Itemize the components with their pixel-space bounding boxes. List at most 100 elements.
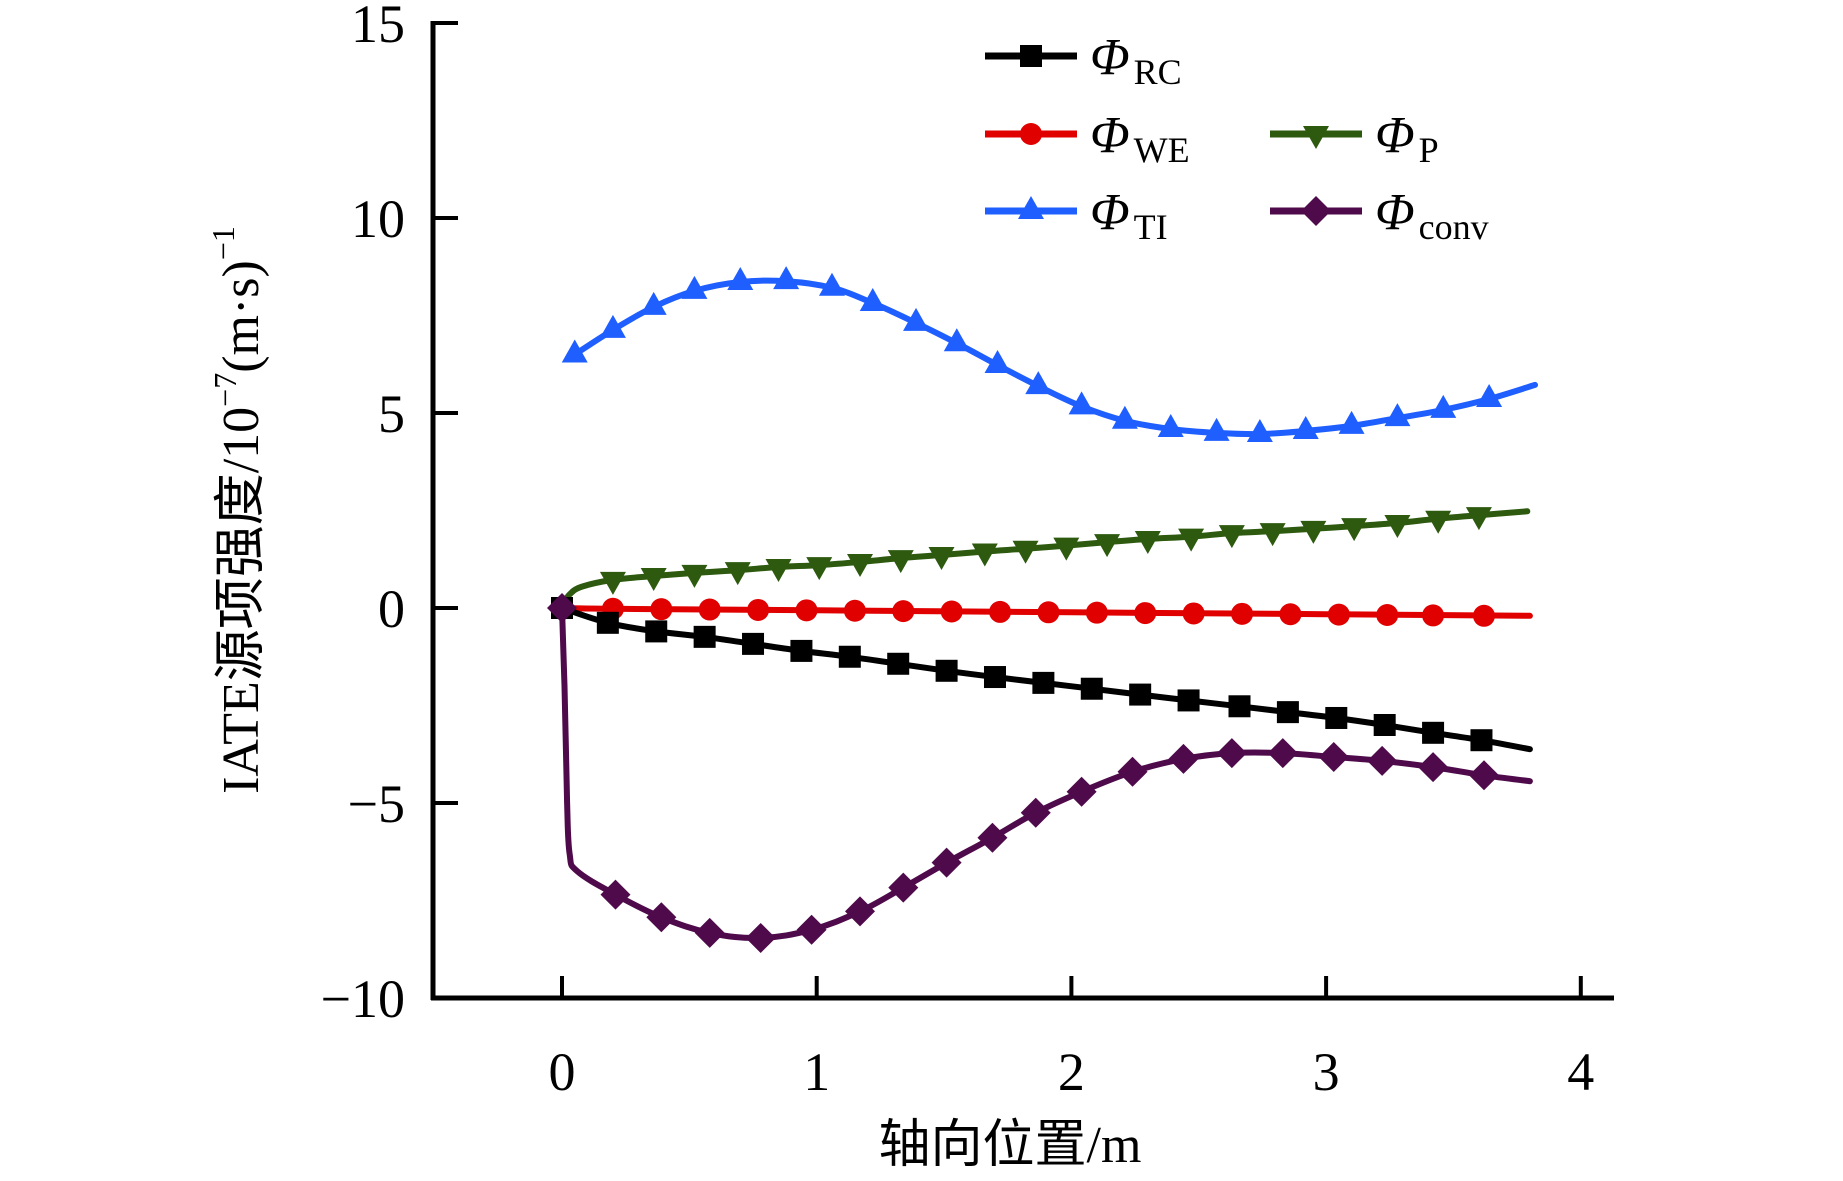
legend-subscript: WE	[1134, 130, 1190, 170]
series-line-p	[559, 508, 1531, 609]
data-point-conv	[1066, 776, 1097, 807]
data-point-ti	[773, 266, 800, 290]
data-point-p	[1465, 507, 1492, 531]
data-point-p	[1134, 530, 1161, 554]
data-point-ti	[1384, 403, 1411, 427]
legend-symbol: Φ	[1090, 107, 1130, 164]
data-point-rc	[1422, 721, 1445, 744]
data-point-conv	[600, 879, 631, 910]
data-point-we	[989, 600, 1012, 623]
y-tick-label: 15	[351, 0, 405, 54]
data-point-rc	[1325, 706, 1348, 729]
data-point-ti	[984, 350, 1011, 374]
data-point-ti	[943, 328, 970, 352]
data-point-ti	[1068, 391, 1095, 415]
data-point-conv	[931, 847, 962, 878]
data-point-we	[1134, 602, 1157, 625]
data-point-rc	[742, 632, 765, 655]
y-axis-title-unit: (m·s)	[213, 260, 270, 373]
x-tick-label: 2	[1058, 1042, 1085, 1102]
data-point-we	[795, 599, 818, 622]
legend-subscript: TI	[1134, 207, 1168, 247]
series-conv	[547, 593, 1533, 953]
data-point-we	[940, 600, 963, 623]
data-point-ti	[561, 339, 588, 363]
data-point-conv	[1168, 743, 1199, 774]
data-point-rc	[1080, 677, 1103, 700]
data-point-we	[1279, 603, 1302, 626]
data-point-ti	[1338, 410, 1365, 434]
y-tick-label: −5	[348, 774, 405, 834]
data-point-rc	[1228, 695, 1251, 718]
data-point-ti	[1025, 371, 1052, 395]
legend-subscript: RC	[1134, 52, 1182, 92]
series-line-ti	[571, 277, 1538, 438]
data-point-rc	[596, 611, 619, 634]
y-axis-title: IATE源项强度/10−7(m·s)−1	[205, 226, 270, 794]
legend-marker-square-icon	[1020, 45, 1042, 67]
y-tick-label: 5	[378, 384, 405, 444]
ticks-layer: 0 1 2 3 4 15 10 5 0 −5 −10	[321, 0, 1595, 1102]
data-point-conv	[1469, 760, 1500, 791]
data-point-rc	[1129, 683, 1152, 706]
data-point-rc	[790, 639, 813, 662]
data-point-rc	[838, 645, 861, 668]
data-point-conv	[1117, 756, 1148, 787]
legend-item-rc: Φ RC	[985, 29, 1182, 92]
data-point-p	[640, 568, 667, 592]
data-point-we	[1327, 603, 1350, 626]
legend-label: Φ RC	[1090, 29, 1182, 92]
legend-marker-triangle-up-icon	[1018, 196, 1044, 219]
legend-symbol: Φ	[1375, 184, 1415, 241]
data-point-p	[1012, 540, 1039, 564]
legend-marker-circle-icon	[1020, 123, 1042, 145]
x-axis-title: 轴向位置/m	[879, 1117, 1142, 1174]
data-point-conv	[888, 872, 919, 903]
data-point-conv	[694, 917, 725, 948]
data-point-p	[928, 546, 955, 570]
data-point-we	[1182, 602, 1205, 625]
data-point-rc	[1373, 714, 1396, 736]
data-point-we	[1085, 601, 1108, 624]
legend-label: Φ WE	[1090, 107, 1190, 170]
legend-subscript: conv	[1419, 207, 1489, 247]
data-point-p	[806, 557, 833, 581]
data-point-conv	[977, 822, 1008, 853]
x-tick-label: 3	[1313, 1042, 1340, 1102]
data-point-ti	[599, 314, 626, 338]
data-point-ti	[640, 291, 667, 315]
data-point-conv	[1418, 752, 1449, 783]
data-point-we	[1231, 602, 1254, 625]
data-point-p	[681, 564, 708, 588]
data-point-p	[1259, 523, 1286, 547]
data-point-p	[846, 553, 873, 577]
data-point-we	[1037, 601, 1060, 624]
data-point-rc	[645, 620, 668, 643]
x-tick-label: 1	[803, 1042, 830, 1102]
data-point-rc	[693, 625, 716, 648]
legend-subscript: P	[1419, 130, 1439, 170]
data-point-we	[1422, 604, 1445, 627]
y-axis-title-main: IATE源项强度/10	[213, 407, 270, 794]
series-p	[559, 507, 1531, 609]
data-point-ti	[903, 307, 930, 331]
data-point-p	[887, 550, 914, 574]
y-tick-label: 0	[378, 579, 405, 639]
data-point-ti	[859, 288, 886, 312]
legend-symbol: Φ	[1090, 29, 1130, 86]
data-point-conv	[745, 922, 776, 953]
axes-layer	[430, 21, 1614, 1001]
data-point-we	[892, 600, 915, 623]
y-tick-label: −10	[321, 969, 405, 1029]
data-point-conv	[1318, 741, 1349, 772]
data-point-ti	[1292, 415, 1319, 439]
legend-marker-diamond-icon	[1301, 196, 1331, 226]
data-point-p	[1178, 528, 1205, 552]
data-point-we	[1376, 604, 1399, 627]
data-point-rc	[935, 659, 958, 682]
data-point-conv	[796, 914, 827, 945]
data-point-conv	[1267, 738, 1298, 769]
